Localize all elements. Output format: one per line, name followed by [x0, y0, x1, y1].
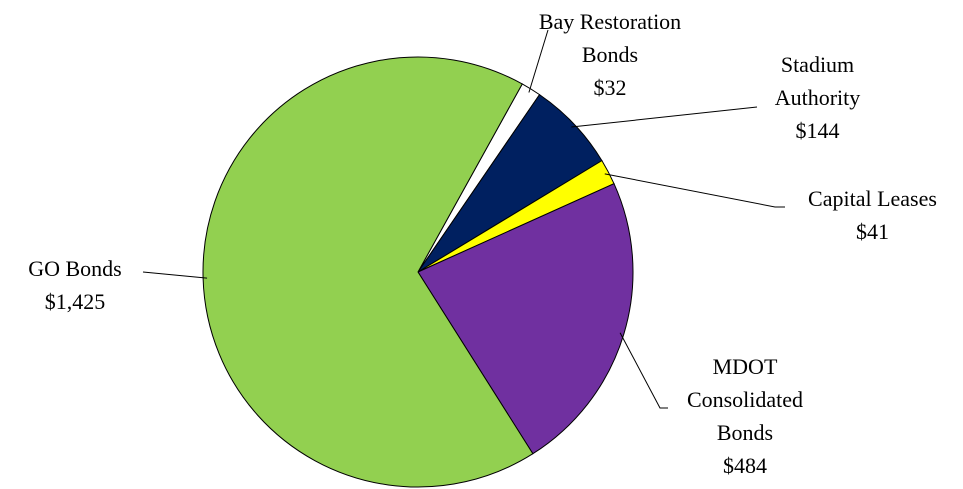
value-label: $484 — [723, 453, 767, 478]
value-label: $41 — [856, 219, 889, 244]
slice-label: Capital Leases — [808, 186, 937, 211]
pie-slice — [417, 183, 634, 455]
slice-label: Bay Restoration Bonds — [538, 9, 682, 67]
value-label: $32 — [593, 75, 627, 100]
leader-line — [604, 173, 785, 208]
slice-label: Stadium Authority — [774, 52, 861, 110]
slice-label: GO Bonds — [28, 256, 122, 281]
value-label: $144 — [795, 118, 840, 143]
leader-line — [619, 332, 668, 409]
value-label: $1,425 — [44, 289, 106, 314]
slice-label: MDOT Consolidated Bonds — [686, 354, 804, 445]
leader-line — [528, 29, 549, 93]
leader-line — [571, 106, 758, 128]
leader-line — [142, 271, 208, 279]
